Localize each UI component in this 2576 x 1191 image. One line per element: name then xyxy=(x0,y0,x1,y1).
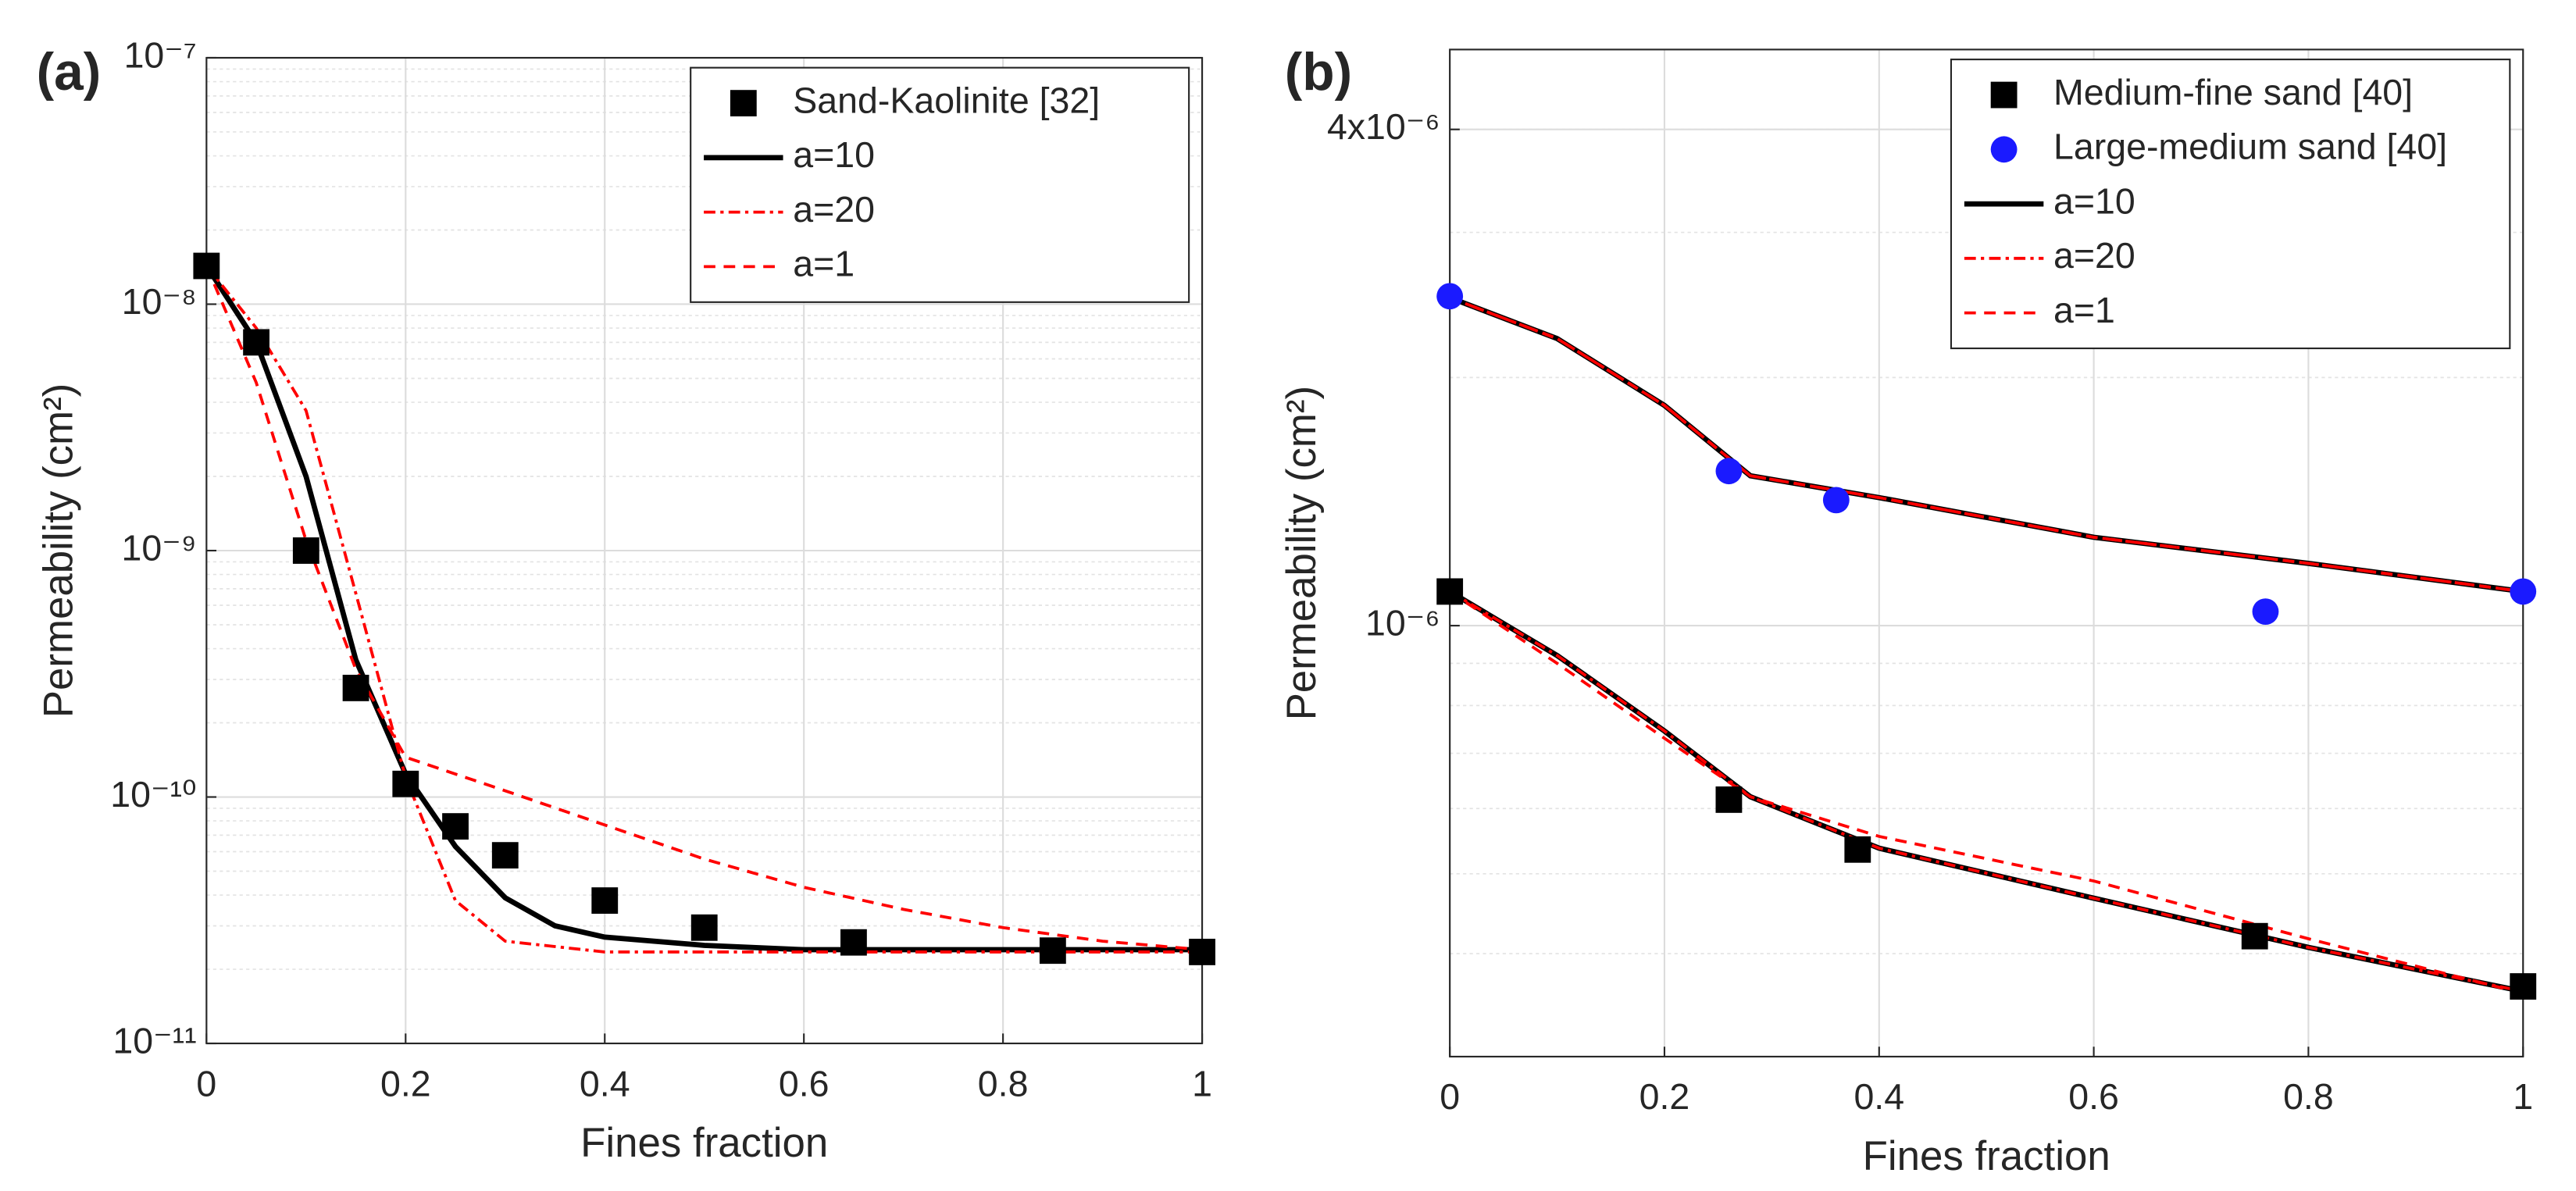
data-point xyxy=(1436,578,1464,605)
series-line xyxy=(206,265,1203,951)
legend-box xyxy=(1950,59,2511,350)
x-tick-label: 0.2 xyxy=(380,1063,431,1104)
x-axis-label: Fines fraction xyxy=(1863,1133,2110,1179)
y-tick-label: 10⁻¹⁰ xyxy=(110,774,196,815)
x-axis-label: Fines fraction xyxy=(580,1120,828,1166)
data-point xyxy=(292,537,319,564)
data-point xyxy=(1715,786,1743,813)
data-point xyxy=(1844,836,1871,863)
series-line xyxy=(206,264,1203,953)
data-point xyxy=(193,252,220,280)
data-point xyxy=(1822,487,1850,514)
legend-label: a=10 xyxy=(793,134,875,175)
x-tick-label: 0.4 xyxy=(580,1063,630,1104)
data-point xyxy=(442,813,469,840)
x-tick-label: 0.2 xyxy=(1639,1076,1690,1117)
x-tick-label: 0.8 xyxy=(2283,1076,2334,1117)
data-point xyxy=(840,929,867,956)
data-point xyxy=(2241,922,2268,950)
data-point xyxy=(2252,598,2279,626)
y-axis-label: Permeability (cm²) xyxy=(1279,386,1325,721)
legend-marker xyxy=(1990,81,2018,109)
legend-marker xyxy=(1990,136,2018,163)
legend-label: a=20 xyxy=(2053,235,2135,276)
x-tick-label: 0 xyxy=(196,1063,216,1104)
series-line xyxy=(206,265,1203,954)
x-tick-label: 0.4 xyxy=(1854,1076,1904,1117)
series-line xyxy=(1450,296,2524,995)
x-tick-label: 1 xyxy=(1192,1063,1212,1104)
data-point xyxy=(1189,939,1215,965)
legend-label: a=1 xyxy=(2053,290,2115,330)
legend-label: a=20 xyxy=(793,189,875,230)
y-tick-label: 4x10⁻⁶ xyxy=(1327,106,1440,147)
legend-label: a=10 xyxy=(2053,180,2135,221)
data-point xyxy=(392,770,419,797)
x-tick-label: 0 xyxy=(1440,1076,1460,1117)
panel-label: (b) xyxy=(1285,43,1352,102)
y-tick-label: 10⁻¹¹ xyxy=(112,1020,196,1061)
data-point xyxy=(591,887,619,914)
legend-label: a=1 xyxy=(793,244,855,284)
y-tick-label: 10⁻⁹ xyxy=(121,527,196,568)
legend-label: Medium-fine sand [40] xyxy=(2053,72,2413,112)
data-point xyxy=(1715,458,1743,485)
data-point xyxy=(491,842,519,869)
y-tick-label: 10⁻⁷ xyxy=(124,34,197,75)
data-point xyxy=(1039,937,1066,965)
x-tick-label: 1 xyxy=(2513,1076,2533,1117)
x-tick-label: 0.8 xyxy=(978,1063,1029,1104)
plot-border xyxy=(1449,48,2524,1057)
plot-border xyxy=(205,56,1204,1045)
data-point xyxy=(2510,578,2537,605)
y-tick-label: 10⁻⁸ xyxy=(122,281,197,322)
data-point xyxy=(243,329,270,356)
x-tick-label: 0.6 xyxy=(779,1063,830,1104)
data-point xyxy=(342,674,369,701)
legend-label: Sand-Kaolinite [32] xyxy=(793,80,1100,120)
panel-label: (a) xyxy=(37,43,102,102)
y-tick-label: 10⁻⁶ xyxy=(1365,602,1440,643)
legend-label: Large-medium sand [40] xyxy=(2053,127,2447,167)
data-point xyxy=(1436,283,1464,310)
data-point xyxy=(2510,973,2537,1000)
x-tick-label: 0.6 xyxy=(2068,1076,2119,1117)
legend-box xyxy=(690,66,1190,303)
legend-marker xyxy=(730,90,757,117)
data-point xyxy=(690,914,718,941)
y-axis-label: Permeability (cm²) xyxy=(35,383,81,719)
